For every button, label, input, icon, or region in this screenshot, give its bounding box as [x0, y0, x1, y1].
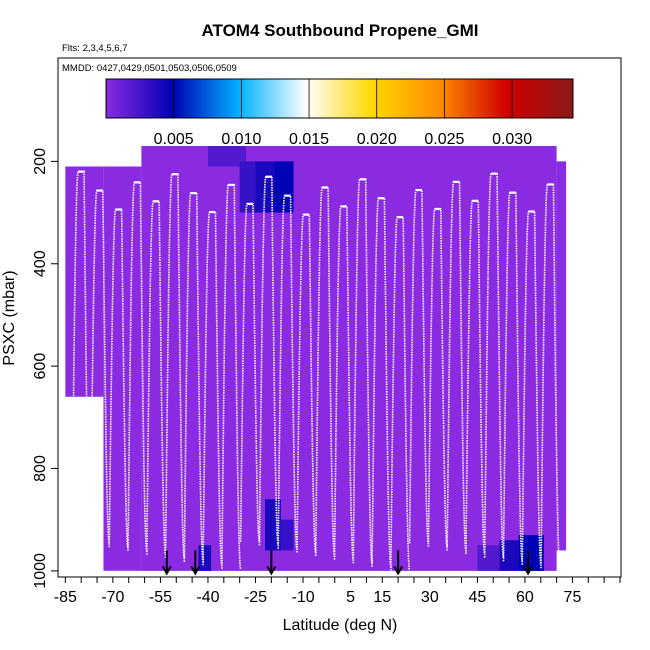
- colorbar-tick-label: 0.025: [424, 131, 464, 148]
- colorbar-tick-label: 0.015: [289, 131, 329, 148]
- flight-profile: [371, 197, 392, 567]
- x-axis-label: Latitude (deg N): [283, 617, 398, 634]
- flight-profile: [127, 181, 148, 552]
- flight-profile: [446, 181, 467, 551]
- y-tick-label: 400: [32, 250, 49, 277]
- dates-note: MMDD: 0427,0429,0501,0503,0506,0509: [62, 63, 237, 74]
- x-tick-label: -40: [196, 589, 219, 606]
- arrow-markers: [161, 550, 533, 576]
- chart-title: ATOM4 Southbound Propene_GMI: [201, 21, 478, 40]
- flight-tracks: [70, 170, 561, 572]
- x-tick-label: -25: [244, 589, 267, 606]
- colorbar-ticks: 0.005 0.010 0.015 0.020 0.025 0.030: [154, 79, 532, 148]
- x-axis: -85 -70 -55 -40 -25 -10 5 15 30 45 60 75: [54, 576, 621, 606]
- flight-profile: [314, 186, 336, 557]
- arrow-head: [266, 565, 277, 576]
- x-tick-label: 60: [516, 589, 534, 606]
- heatmap-cell: [239, 161, 256, 213]
- y-axis-label: PSXC (mbar): [1, 270, 18, 365]
- flight-profile: [183, 192, 204, 562]
- arrow-head: [161, 565, 172, 576]
- heatmap-coverage-block: [103, 166, 142, 571]
- heatmap-cell: [477, 545, 500, 571]
- colorbar-tick-label: 0.005: [154, 131, 194, 148]
- colorbar-tick-label: 0.020: [357, 131, 397, 148]
- heatmap-cell: [207, 146, 227, 167]
- x-tick-label: 75: [564, 589, 582, 606]
- y-tick-label: 200: [32, 148, 49, 175]
- x-tick-label: 30: [421, 589, 439, 606]
- x-tick-label: -10: [291, 589, 314, 606]
- flights-note: Flts: 2,3,4,5,6,7: [62, 43, 127, 54]
- arrow-head: [190, 565, 201, 576]
- x-tick-label: 15: [373, 589, 391, 606]
- colorbar-tick-label: 0.010: [221, 131, 261, 148]
- colorbar: 0.005 0.010 0.015 0.020 0.025 0.030: [105, 78, 574, 148]
- colorbar-fill: [105, 78, 574, 119]
- flight-profile: [258, 175, 279, 546]
- x-tick-label: -85: [54, 589, 77, 606]
- flight-profile: [70, 170, 92, 572]
- x-tick-label: -70: [101, 589, 124, 606]
- heatmap-coverage-block: [65, 166, 104, 397]
- arrow-head: [523, 565, 533, 576]
- heatmap-cell: [280, 519, 294, 551]
- colorbar-tick-label: 0.030: [492, 131, 532, 148]
- x-tick-label: -55: [149, 589, 172, 606]
- y-tick-label: 600: [32, 353, 49, 380]
- heatmap-cell: [274, 161, 294, 213]
- y-tick-label: 800: [32, 455, 49, 482]
- y-tick-label: 1000: [32, 553, 49, 589]
- heatmap-coverage-block: [556, 161, 567, 551]
- no-data-wedge: [65, 396, 142, 576]
- x-tick-label: 5: [346, 589, 355, 606]
- x-tick-label: 45: [468, 589, 486, 606]
- y-axis: 200 400 600 800 1000: [32, 148, 59, 589]
- heatmap-cell: [198, 545, 212, 571]
- arrow-head: [393, 565, 404, 576]
- flight-profile: [502, 191, 523, 562]
